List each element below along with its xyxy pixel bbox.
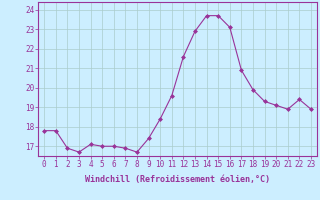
X-axis label: Windchill (Refroidissement éolien,°C): Windchill (Refroidissement éolien,°C) [85,175,270,184]
